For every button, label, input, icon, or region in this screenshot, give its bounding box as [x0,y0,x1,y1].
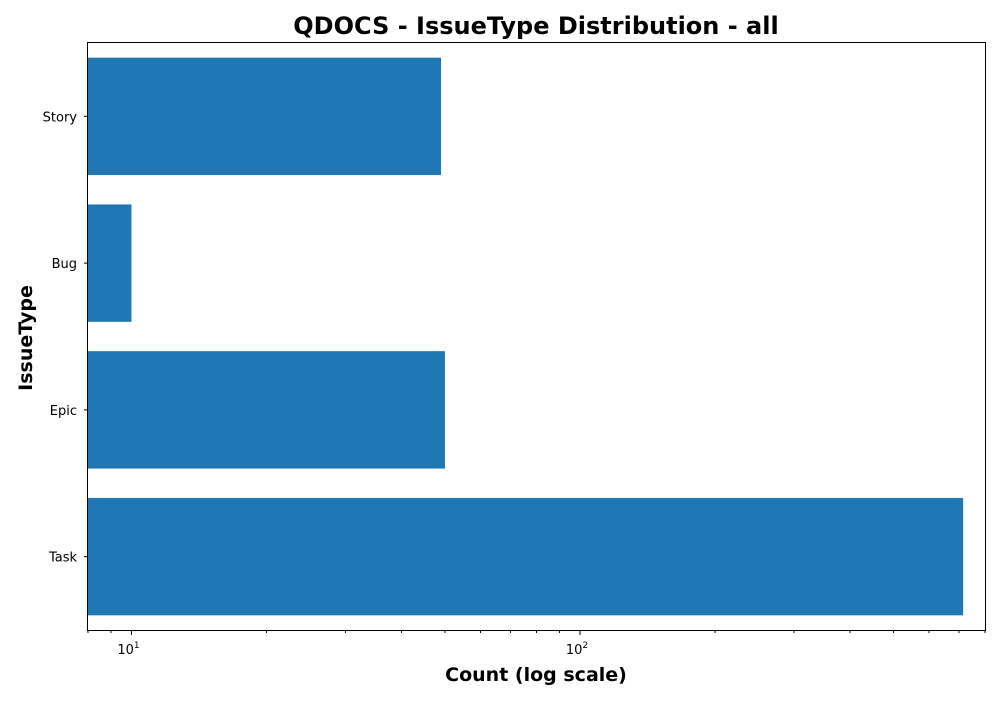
bars-layer [88,57,964,616]
y-tick-label-epic: Epic [50,404,77,419]
bar-task [88,497,964,616]
y-axis-label: IssueType [15,285,37,391]
chart-title: QDOCS - IssueType Distribution - all [293,12,778,40]
y-tick-label-story: Story [43,110,78,125]
bar-bug [88,204,132,322]
plot-frame [87,42,986,631]
bar-story [88,57,442,176]
x-axis-label: Count (log scale) [445,664,627,686]
y-axis-ticks: Task Epic Bug Story [43,110,88,566]
x-tick-label: 101 [117,641,139,658]
x-axis-ticks: 101 102 [87,630,986,658]
bar-epic [88,351,445,469]
y-tick-label-task: Task [48,551,78,566]
y-tick-label-bug: Bug [52,257,77,272]
x-tick-label: 102 [566,641,588,658]
